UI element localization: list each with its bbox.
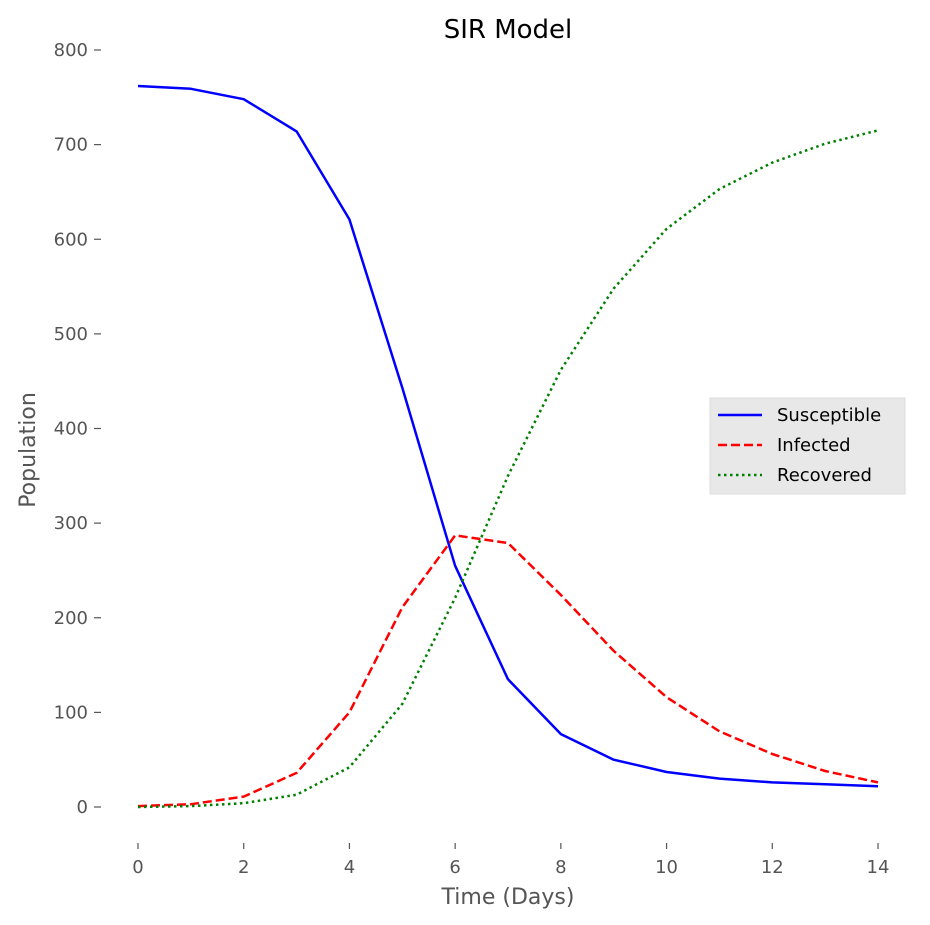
y-tick-label: 800	[54, 40, 88, 61]
x-tick-label: 8	[555, 857, 566, 878]
x-axis-label: Time (Days)	[441, 885, 575, 910]
legend-label-susceptible: Susceptible	[777, 405, 881, 426]
y-tick-label: 700	[54, 135, 88, 156]
y-tick-label: 300	[54, 513, 88, 534]
y-tick-label: 400	[54, 419, 88, 440]
x-tick-label: 2	[238, 857, 249, 878]
legend-box	[709, 397, 906, 495]
x-tick-label: 0	[132, 857, 143, 878]
series-line-recovered	[137, 129, 879, 809]
series-line-infected	[137, 534, 879, 808]
y-tick-label: 600	[54, 229, 88, 250]
y-axis-ticks: 0 100 200 300 400 500 600 700 800	[54, 40, 101, 818]
legend-label-recovered: Recovered	[777, 465, 872, 486]
x-tick-label: 6	[449, 857, 460, 878]
chart-title: SIR Model	[444, 15, 573, 45]
y-tick-label: 200	[54, 608, 88, 629]
legend: Susceptible Infected Recovered	[709, 397, 906, 495]
x-tick-label: 12	[761, 857, 784, 878]
x-tick-label: 4	[344, 857, 355, 878]
y-tick-label: 100	[54, 702, 88, 723]
x-tick-label: 14	[867, 857, 890, 878]
x-axis-ticks: 0 2 4 6 8 10 12 14	[132, 843, 889, 878]
x-tick-label: 10	[655, 857, 678, 878]
y-tick-label: 500	[54, 324, 88, 345]
series-line-susceptible	[137, 84, 879, 788]
legend-label-infected: Infected	[777, 435, 851, 456]
y-tick-label: 0	[77, 797, 88, 818]
series-lines	[137, 84, 879, 809]
y-axis-label: Population	[16, 392, 41, 508]
